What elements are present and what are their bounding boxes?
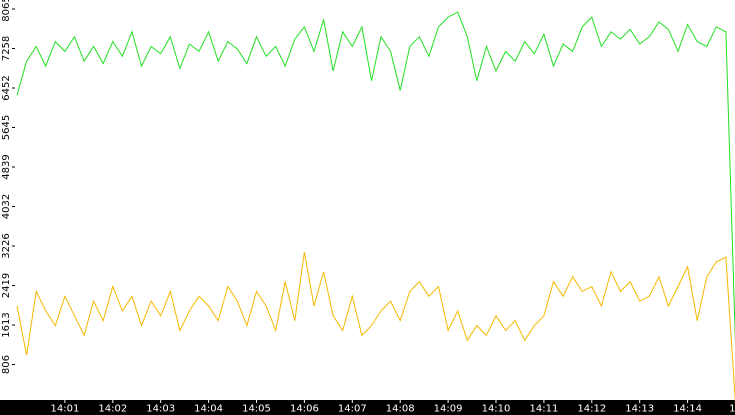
x-tick-label: 14 bbox=[729, 404, 735, 415]
x-tick-label: 14:14 bbox=[673, 404, 702, 415]
x-tick-label: 14:06 bbox=[290, 404, 319, 415]
x-tick-label: 14:09 bbox=[434, 404, 463, 415]
y-tick-label: 0 bbox=[1, 401, 12, 407]
y-tick-label: 4839 bbox=[1, 154, 12, 179]
x-tick-label: 14:12 bbox=[577, 404, 606, 415]
x-tick-label: 14:03 bbox=[146, 404, 175, 415]
y-tick-label: 4032 bbox=[1, 194, 12, 219]
x-tick-label: 14:04 bbox=[194, 404, 223, 415]
y-tick-label: 3226 bbox=[1, 233, 12, 258]
y-tick-label: 5645 bbox=[1, 115, 12, 140]
y-tick-label: 8065 bbox=[1, 0, 12, 22]
x-tick-label: 14:05 bbox=[242, 404, 271, 415]
x-tick-label: 14:02 bbox=[98, 404, 127, 415]
y-tick-label: 1613 bbox=[1, 312, 12, 337]
x-tick-label: 14:07 bbox=[338, 404, 367, 415]
x-axis-bar bbox=[0, 400, 735, 415]
x-tick-label: 14:11 bbox=[529, 404, 558, 415]
y-tick-label: 2419 bbox=[1, 273, 12, 298]
y-tick-label: 6452 bbox=[1, 75, 12, 100]
series-line bbox=[16, 252, 735, 405]
x-tick-label: 14:08 bbox=[386, 404, 415, 415]
y-tick-label: 7258 bbox=[1, 36, 12, 61]
series-line bbox=[16, 11, 735, 346]
x-tick-label: 14:13 bbox=[625, 404, 654, 415]
x-tick-label: 14:01 bbox=[50, 404, 79, 415]
x-tick-label: 14:10 bbox=[482, 404, 511, 415]
y-tick-label: 806 bbox=[1, 355, 12, 374]
